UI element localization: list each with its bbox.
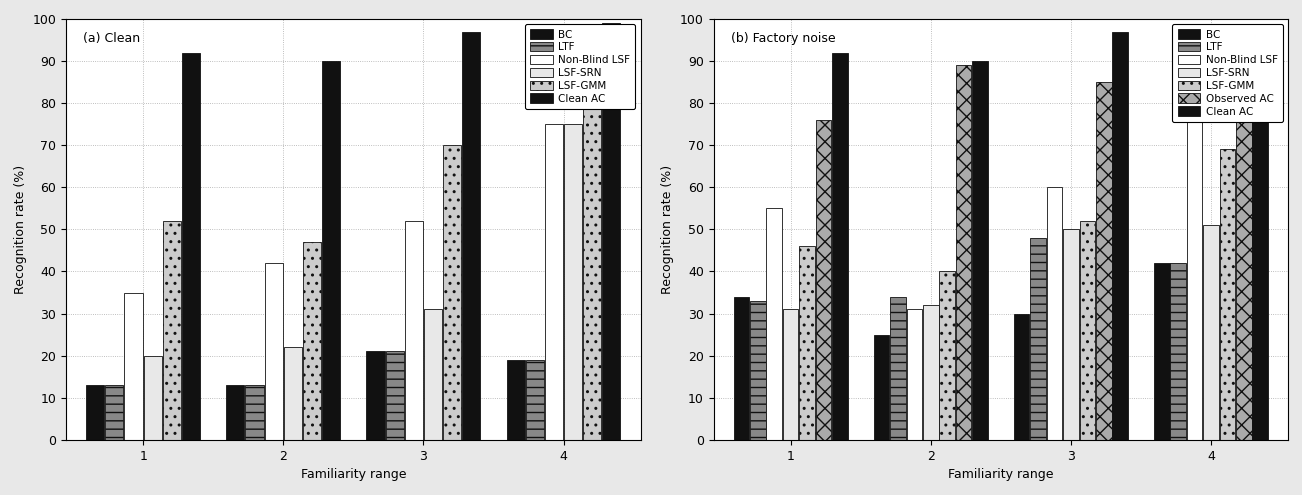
Bar — [1154, 263, 1169, 440]
Bar — [956, 65, 971, 440]
Bar — [462, 32, 480, 440]
Bar — [125, 293, 143, 440]
Bar — [799, 246, 815, 440]
Bar — [832, 52, 848, 440]
Bar — [264, 263, 283, 440]
Bar — [322, 61, 340, 440]
Bar — [284, 347, 302, 440]
Bar — [105, 385, 124, 440]
Bar — [583, 82, 602, 440]
Bar — [1220, 149, 1236, 440]
Bar — [443, 145, 461, 440]
Bar — [182, 52, 201, 440]
Bar — [564, 124, 582, 440]
Y-axis label: Recognition rate (%): Recognition rate (%) — [661, 165, 674, 294]
Bar — [163, 221, 181, 440]
Bar — [143, 355, 161, 440]
Bar — [874, 335, 889, 440]
Bar — [1203, 225, 1219, 440]
Bar — [1014, 313, 1030, 440]
Bar — [1170, 263, 1186, 440]
Bar — [366, 351, 384, 440]
Bar — [385, 351, 404, 440]
Bar — [815, 120, 831, 440]
Bar — [1047, 187, 1062, 440]
Legend: BC, LTF, Non-Blind LSF, LSF-SRN, LSF-GMM, Clean AC: BC, LTF, Non-Blind LSF, LSF-SRN, LSF-GMM… — [525, 24, 635, 109]
Text: (b) Factory noise: (b) Factory noise — [730, 32, 836, 45]
Y-axis label: Recognition rate (%): Recognition rate (%) — [14, 165, 27, 294]
Legend: BC, LTF, Non-Blind LSF, LSF-SRN, LSF-GMM, Observed AC, Clean AC: BC, LTF, Non-Blind LSF, LSF-SRN, LSF-GMM… — [1172, 24, 1282, 122]
Bar — [1030, 238, 1046, 440]
Bar — [906, 309, 922, 440]
Bar — [1079, 221, 1095, 440]
Bar — [245, 385, 263, 440]
Bar — [405, 221, 423, 440]
Bar — [923, 305, 939, 440]
Bar — [891, 297, 906, 440]
Bar — [1064, 229, 1078, 440]
Bar — [544, 124, 562, 440]
Bar — [227, 385, 245, 440]
Bar — [973, 61, 988, 440]
Bar — [86, 385, 104, 440]
Bar — [750, 301, 766, 440]
Text: (a) Clean: (a) Clean — [83, 32, 141, 45]
Bar — [939, 271, 954, 440]
Bar — [303, 242, 322, 440]
Bar — [767, 208, 783, 440]
Bar — [733, 297, 749, 440]
Bar — [1187, 95, 1203, 440]
Bar — [1236, 40, 1251, 440]
Bar — [526, 360, 544, 440]
Bar — [603, 23, 621, 440]
Bar — [424, 309, 443, 440]
X-axis label: Familiarity range: Familiarity range — [948, 468, 1053, 481]
Bar — [1096, 82, 1112, 440]
Bar — [506, 360, 525, 440]
X-axis label: Familiarity range: Familiarity range — [301, 468, 406, 481]
Bar — [1253, 36, 1268, 440]
Bar — [1112, 32, 1128, 440]
Bar — [783, 309, 798, 440]
